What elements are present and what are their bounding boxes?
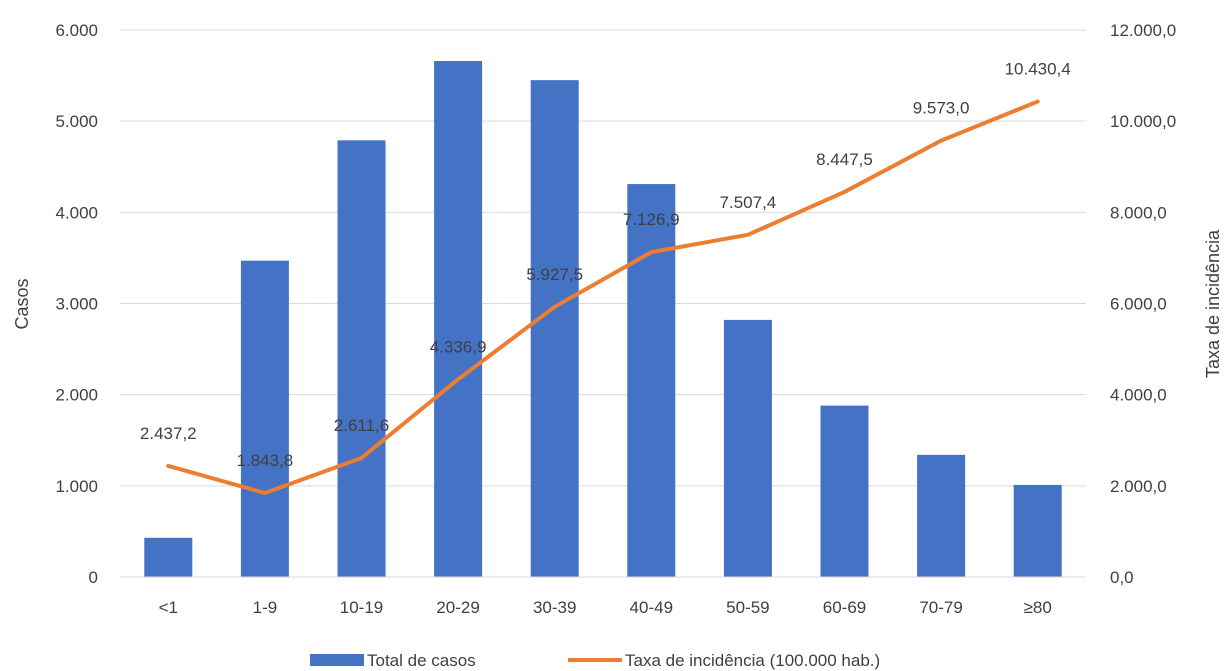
y2-tick-label: 10.000,0	[1110, 112, 1176, 131]
legend-label-bars: Total de casos	[367, 651, 476, 670]
legend-swatch-bars	[310, 654, 364, 666]
data-label: 2.437,2	[140, 424, 197, 443]
data-labels: 2.437,2 1.843,8 2.611,6 4.336,9 5.927,5 7.126…	[140, 60, 1071, 470]
data-label: 7.126,9	[623, 210, 680, 229]
bar	[627, 184, 676, 578]
y-tick-label: 6.000	[55, 21, 98, 40]
data-label: 8.447,5	[816, 150, 873, 169]
data-label: 2.611,6	[334, 416, 389, 435]
y2-tick-label: 8.000,0	[1110, 203, 1167, 222]
bar	[1013, 484, 1062, 577]
y-tick-label: 5.000	[55, 112, 98, 131]
x-tick-label: ≥80	[1024, 598, 1052, 617]
bar-series	[144, 60, 1062, 578]
bar	[723, 319, 772, 577]
bar	[917, 454, 966, 577]
bar	[337, 140, 386, 578]
x-tick-label: 10-19	[340, 598, 383, 617]
bar	[144, 537, 193, 577]
x-tick-label: <1	[159, 598, 178, 617]
y2-tick-label: 0,0	[1110, 568, 1134, 587]
x-tick-label: 40-49	[630, 598, 673, 617]
x-tick-label: 70-79	[919, 598, 962, 617]
y-tick-label: 2.000	[55, 386, 98, 405]
data-label: 10.430,4	[1005, 60, 1071, 79]
data-label: 7.507,4	[720, 193, 777, 212]
data-label: 5.927,5	[526, 265, 583, 284]
x-tick-label: 20-29	[436, 598, 479, 617]
y2-axis-title: Taxa de incidência	[1203, 229, 1223, 378]
bar	[240, 260, 289, 577]
legend: Total de casos Taxa de incidência (100.0…	[310, 651, 880, 670]
data-label: 1.843,8	[237, 451, 294, 470]
line-series-path	[166, 99, 1040, 495]
y2-tick-label: 12.000,0	[1110, 21, 1176, 40]
y-tick-label: 4.000	[55, 203, 98, 222]
x-tick-label: 30-39	[533, 598, 576, 617]
y-tick-label: 0	[89, 568, 98, 587]
y-tick-label: 3.000	[55, 295, 98, 314]
x-tick-label: 1-9	[253, 598, 278, 617]
x-tick-label: 60-69	[823, 598, 866, 617]
bar	[434, 60, 483, 578]
y-tick-label: 1.000	[55, 477, 98, 496]
y2-tick-label: 4.000,0	[1110, 386, 1167, 405]
bar	[820, 405, 869, 577]
x-tick-label: 50-59	[726, 598, 769, 617]
y2-tick-label: 6.000,0	[1110, 295, 1167, 314]
data-label: 4.336,9	[430, 337, 487, 356]
bar	[530, 80, 579, 578]
legend-label-line: Taxa de incidência (100.000 hab.)	[625, 651, 880, 670]
line-series	[166, 99, 1040, 495]
y2-tick-label: 2.000,0	[1110, 477, 1167, 496]
data-label: 9.573,0	[913, 99, 970, 118]
y-axis-title: Casos	[12, 278, 32, 329]
axes: 0 1.000 2.000 3.000 4.000 5.000 6.000 0,0 2.000,…	[55, 21, 1176, 617]
